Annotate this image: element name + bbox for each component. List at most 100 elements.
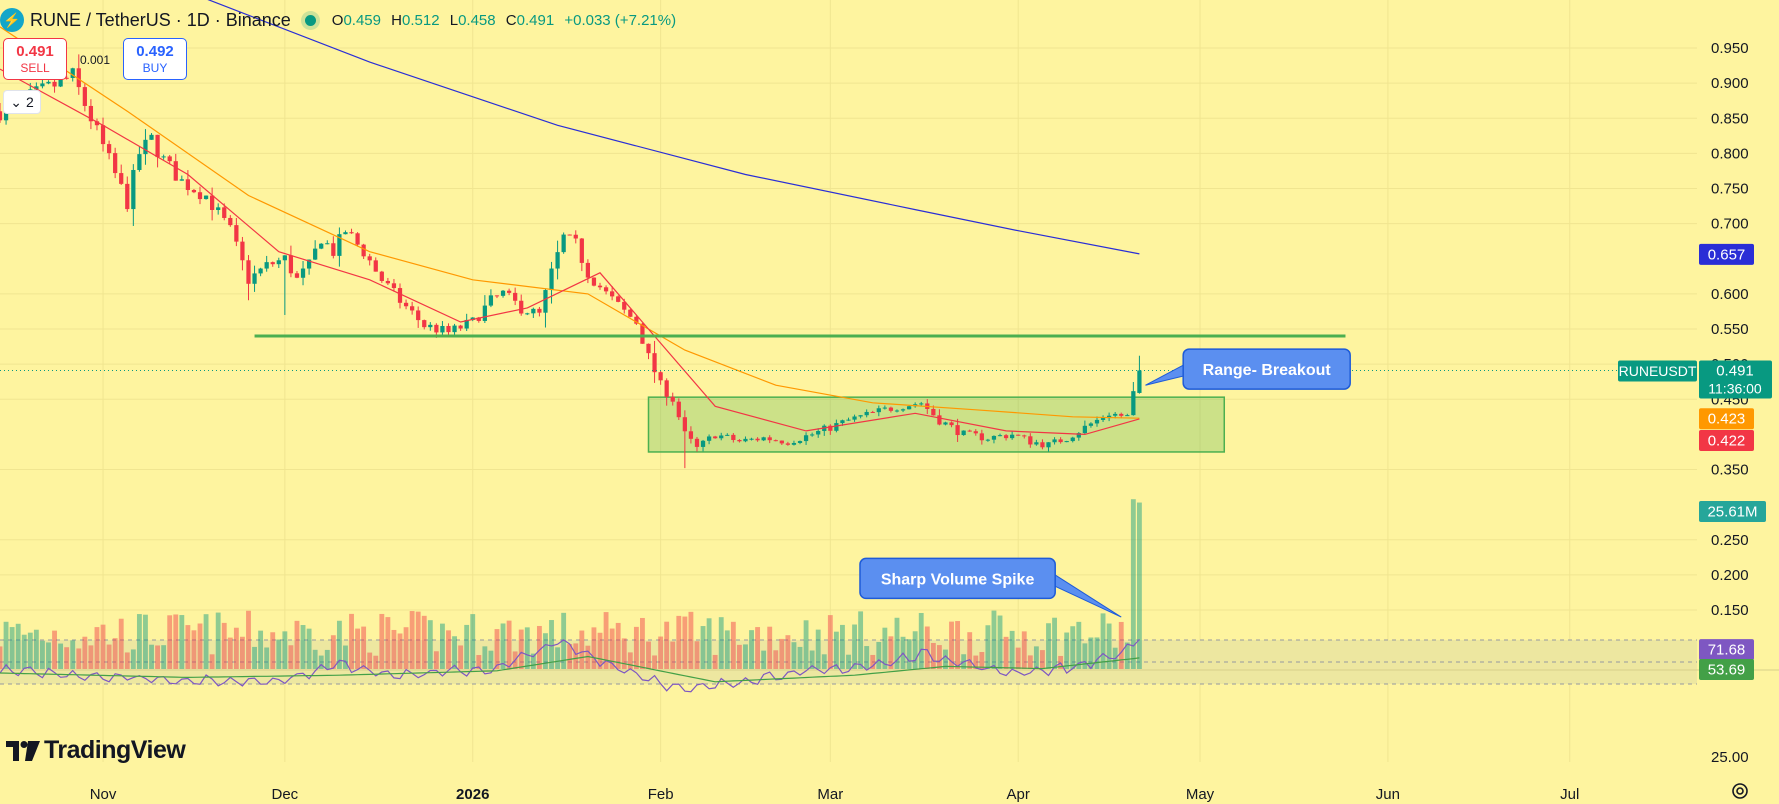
- volume-bar: [646, 641, 651, 669]
- candle: [252, 273, 257, 284]
- candle: [694, 438, 700, 447]
- candle: [500, 290, 506, 296]
- volume-bar: [149, 644, 154, 669]
- candle: [1064, 441, 1069, 443]
- volume-bar: [906, 639, 912, 669]
- volume-bar: [809, 650, 815, 669]
- volume-bar: [233, 627, 239, 669]
- time-tick-label: May: [1186, 786, 1215, 803]
- volume-bar: [852, 624, 857, 669]
- volume-bar: [112, 638, 118, 669]
- volume-bar: [361, 626, 367, 669]
- sell-price: 0.491: [16, 43, 54, 60]
- price-tick-label: 0.800: [1711, 145, 1749, 162]
- volume-bar: [997, 615, 1003, 669]
- volume-bar: [173, 614, 179, 669]
- candle: [203, 195, 209, 200]
- volume-bar: [349, 613, 354, 669]
- candle: [494, 295, 500, 297]
- volume-bar: [979, 652, 985, 669]
- candle: [179, 179, 184, 181]
- volume-bar: [209, 654, 215, 669]
- candle: [191, 189, 197, 193]
- candle: [919, 403, 924, 405]
- volume-bar: [258, 630, 264, 669]
- candle: [755, 438, 760, 441]
- candle: [749, 438, 754, 440]
- candle: [476, 317, 481, 321]
- settings-gear-icon[interactable]: [1729, 780, 1751, 802]
- candle: [379, 271, 384, 281]
- volume-bar: [1106, 623, 1112, 669]
- volume-bar: [191, 630, 197, 669]
- time-tick-label: Jul: [1560, 786, 1579, 803]
- candle: [961, 430, 966, 436]
- volume-bar: [500, 623, 506, 669]
- volume-bar: [46, 642, 51, 669]
- candle: [567, 234, 572, 236]
- volume-bar: [1070, 626, 1076, 669]
- candle: [155, 134, 160, 158]
- volume-bar: [821, 654, 827, 669]
- volume-bar: [379, 613, 385, 669]
- volume-bar: [785, 635, 791, 669]
- candle: [306, 259, 312, 269]
- candle: [900, 409, 906, 411]
- spread-value: 0.001: [80, 53, 111, 67]
- volume-bar: [633, 626, 639, 669]
- candle: [446, 325, 451, 333]
- volume-bar: [1052, 617, 1057, 669]
- ema-slow-value-label: 0.657: [1708, 246, 1746, 263]
- buy-button[interactable]: 0.492 BUY: [123, 38, 187, 80]
- candle: [264, 262, 269, 269]
- candle: [234, 225, 239, 242]
- candle: [440, 325, 445, 333]
- low-value: 0.458: [458, 11, 496, 29]
- volume-bar: [397, 633, 403, 669]
- candle: [688, 431, 694, 439]
- candle: [210, 195, 215, 210]
- candle: [973, 431, 978, 434]
- candle: [46, 81, 51, 84]
- symbol-header: ⚡ RUNE / TetherUS · 1D · Binance O0.459 …: [0, 6, 676, 34]
- volume-bar: [536, 625, 542, 669]
- volume-bar: [136, 614, 142, 669]
- indicators-collapse-button[interactable]: ⌄ 2: [3, 90, 41, 114]
- candle: [549, 268, 554, 291]
- candle: [173, 161, 178, 181]
- candle: [1125, 415, 1130, 417]
- candle: [591, 277, 597, 286]
- volume-bar: [924, 626, 930, 669]
- volume-bar: [973, 655, 979, 669]
- candle: [906, 406, 912, 410]
- candle: [240, 241, 245, 261]
- sell-button[interactable]: 0.491 SELL: [3, 38, 67, 80]
- volume-bar: [488, 650, 494, 669]
- volume-bar: [343, 645, 348, 669]
- candle: [258, 268, 263, 274]
- candle: [367, 256, 372, 261]
- candle: [797, 441, 803, 443]
- high-value: 0.512: [402, 11, 440, 29]
- candle: [76, 68, 81, 88]
- time-tick-label: Apr: [1007, 786, 1030, 803]
- symbol-title[interactable]: RUNE / TetherUS · 1D · Binance: [30, 9, 291, 30]
- volume-bar: [100, 624, 106, 669]
- volume-bar: [1033, 646, 1039, 669]
- candle: [482, 305, 487, 321]
- volume-bar: [597, 632, 603, 669]
- volume-bar: [506, 620, 512, 669]
- candle: [325, 243, 330, 245]
- price-tick-label: 0.750: [1711, 181, 1749, 198]
- volume-bar: [373, 655, 379, 669]
- candle: [785, 443, 791, 445]
- volume-bar: [773, 650, 779, 669]
- candle: [125, 183, 130, 210]
- candle: [1034, 442, 1039, 445]
- ema-mid-line: [0, 26, 1140, 419]
- candle: [876, 408, 881, 413]
- ema-fast-line: [0, 68, 1140, 436]
- volume-bar: [1088, 637, 1094, 669]
- candle: [543, 290, 548, 313]
